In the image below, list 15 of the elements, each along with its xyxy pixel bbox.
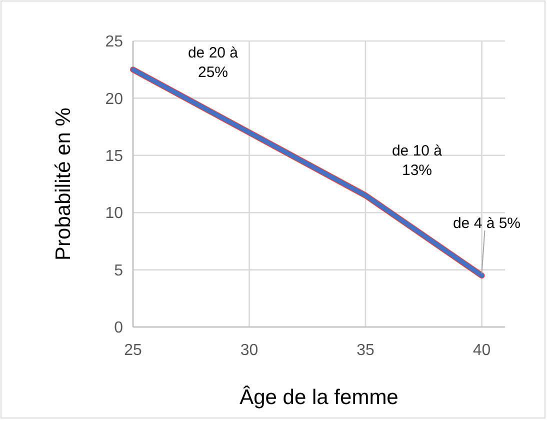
x-tick-label: 40 (472, 342, 491, 359)
annotation: de 4 à 5% (452, 214, 521, 232)
y-tick-label: 10 (105, 205, 124, 222)
y-tick-label: 25 (105, 34, 124, 51)
x-tick-label: 35 (356, 342, 374, 359)
y-tick-label: 0 (114, 320, 124, 337)
x-tick-label: 30 (240, 342, 258, 359)
y-tick-label: 15 (105, 148, 124, 165)
x-axis-title: Âge de la femme (240, 385, 398, 409)
annotation: de 10 à 13% (392, 142, 443, 179)
y-tick-label: 5 (114, 262, 124, 280)
line-series (130, 66, 485, 279)
annotation: de 20 à 25% (188, 44, 239, 81)
y-tick-label: 20 (105, 90, 124, 108)
y-axis-title: Probabilité en % (52, 108, 75, 260)
